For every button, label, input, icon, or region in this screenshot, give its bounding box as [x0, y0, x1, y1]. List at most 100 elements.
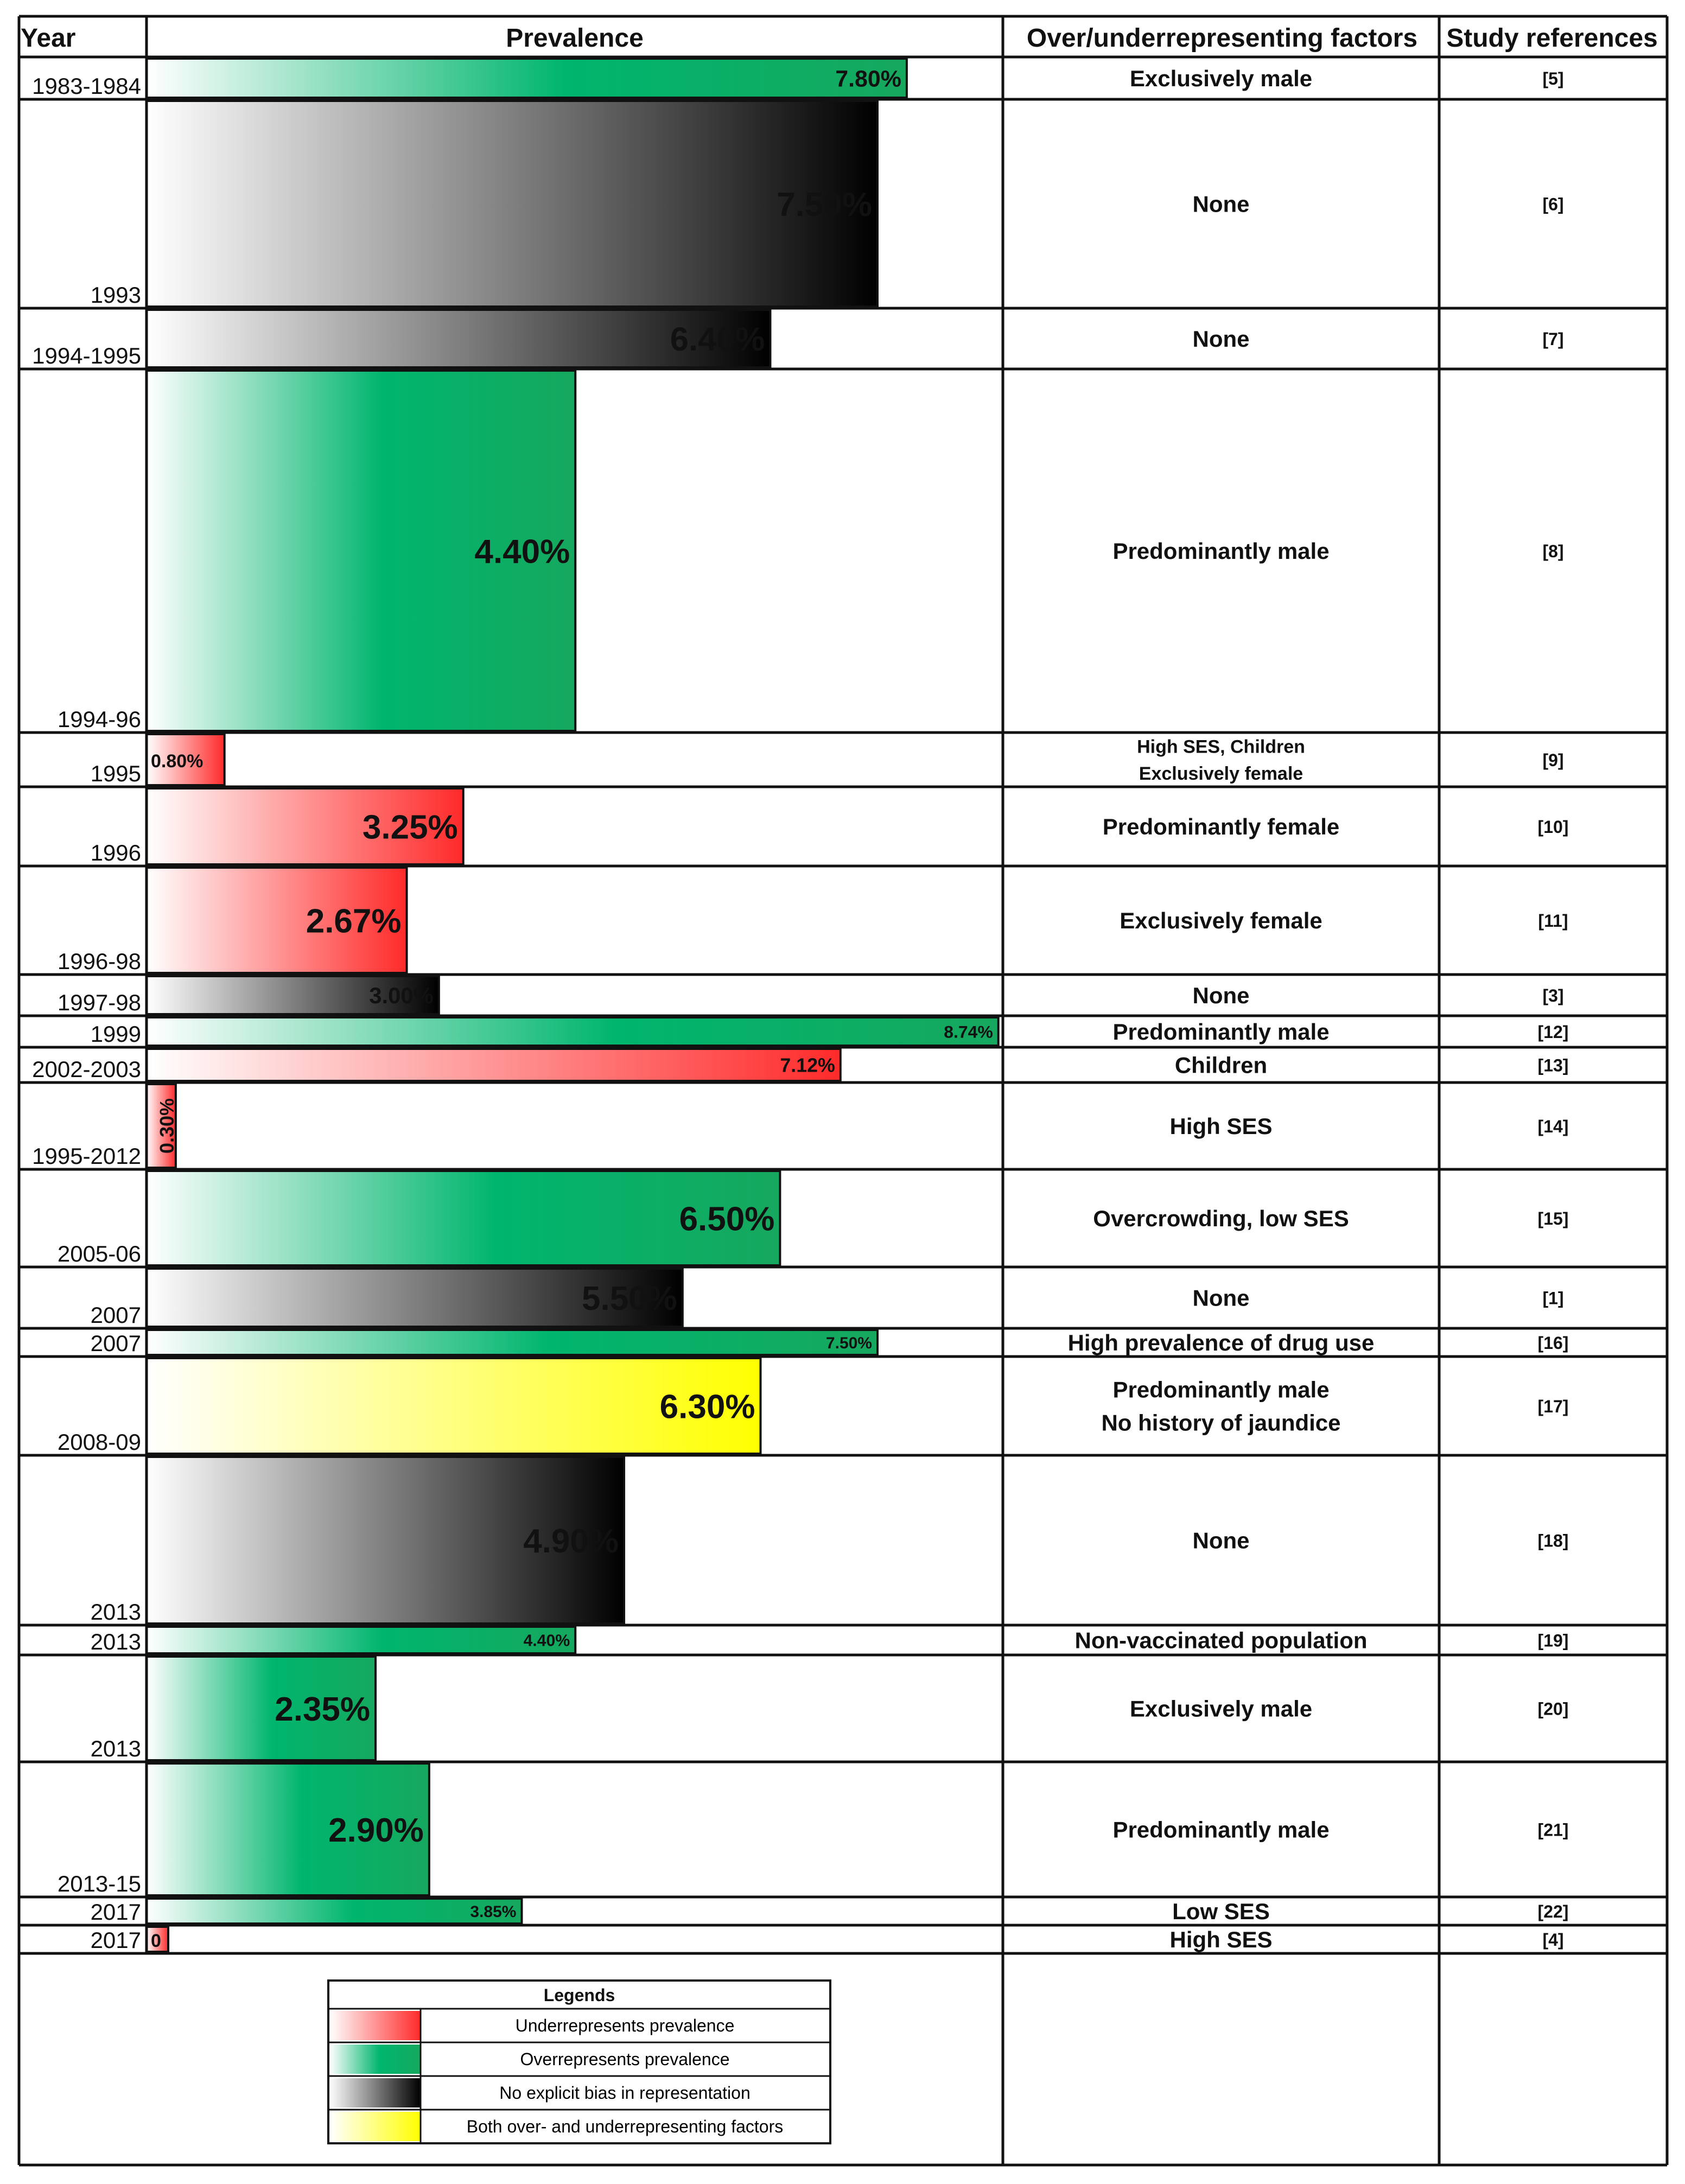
year-label: 2007	[91, 1330, 141, 1356]
study-reference: [9]	[1542, 750, 1563, 770]
study-reference: [7]	[1542, 329, 1563, 349]
bar-none	[145, 1456, 626, 1625]
bar-over	[145, 1762, 430, 1896]
bar-none	[145, 100, 879, 308]
factor-text: Children	[1175, 1053, 1267, 1078]
year-label: 1994-96	[58, 706, 141, 732]
study-reference: [21]	[1538, 1820, 1569, 1840]
legend-swatch-both	[329, 2112, 421, 2141]
study-reference: [22]	[1538, 1902, 1569, 1921]
study-reference: [11]	[1538, 911, 1568, 931]
factor-text: Non-vaccinated population	[1074, 1628, 1367, 1653]
year-label: 2017	[91, 1927, 141, 1953]
factor-text: None	[1193, 983, 1250, 1008]
bar-value-label: 6.40%	[670, 321, 765, 358]
factor-text: Exclusively male	[1130, 66, 1312, 91]
study-reference: [5]	[1542, 69, 1563, 88]
year-label: 1996-98	[58, 948, 141, 974]
study-reference: [1]	[1542, 1289, 1563, 1308]
bar-under	[145, 787, 465, 865]
bar-value-label: 2.67%	[306, 902, 402, 940]
study-reference: [16]	[1538, 1333, 1569, 1353]
bar-value-label: 7.50%	[777, 186, 872, 224]
year-label: 1995-2012	[32, 1143, 141, 1169]
factor-text: Overcrowding, low SES	[1093, 1206, 1349, 1231]
bar-under	[145, 1083, 177, 1169]
table-row	[145, 1456, 626, 1625]
table-row	[145, 1898, 523, 1925]
bar-value-label: 5.50%	[582, 1280, 677, 1317]
header-factors: Over/underrepresenting factors	[1027, 24, 1417, 53]
table-row	[145, 370, 577, 732]
factor-text: Low SES	[1172, 1899, 1270, 1924]
legend-swatch-none	[329, 2078, 421, 2107]
bar-value-label: 6.30%	[660, 1388, 755, 1425]
legend-item-label: Both over- and underrepresenting factors	[467, 2117, 783, 2136]
factor-text: No history of jaundice	[1101, 1410, 1340, 1436]
header-year: Year	[21, 24, 75, 53]
year-label: 1999	[91, 1021, 141, 1047]
table-row	[145, 1048, 842, 1082]
table-row	[145, 733, 226, 786]
header-prevalence: Prevalence	[506, 24, 644, 53]
legend-item-label: Underrepresents prevalence	[516, 2016, 735, 2035]
factor-text: Predominantly male	[1112, 1377, 1329, 1403]
table-row	[145, 1626, 577, 1654]
table-row	[145, 787, 465, 865]
year-label: 1995	[91, 761, 141, 786]
bar-under	[145, 867, 408, 974]
factor-text: High SES	[1169, 1927, 1272, 1952]
legend-title: Legends	[544, 1985, 615, 2005]
factor-text: Exclusively female	[1120, 908, 1322, 933]
bar-value-label: 0.30%	[156, 1098, 178, 1154]
bar-over	[145, 1626, 577, 1654]
table-row	[145, 1655, 377, 1761]
grid-lines	[17, 15, 1669, 2167]
factor-text: None	[1193, 1285, 1250, 1311]
bar-over	[145, 1329, 879, 1356]
factor-text: None	[1193, 326, 1250, 352]
study-reference: [6]	[1542, 195, 1563, 214]
study-reference: [18]	[1538, 1531, 1569, 1551]
bar-over	[145, 1655, 377, 1761]
bar-under	[145, 733, 226, 786]
table-row	[145, 1016, 1000, 1047]
year-label: 1996	[91, 840, 141, 865]
table-row	[145, 309, 772, 368]
factor-text: None	[1193, 1528, 1250, 1553]
year-label: 2013	[91, 1736, 141, 1761]
bar-value-label: 2.35%	[275, 1691, 370, 1728]
study-reference: [8]	[1542, 542, 1563, 561]
year-label: 2008-09	[58, 1429, 141, 1455]
study-reference: [12]	[1538, 1022, 1569, 1042]
legend: Legends Underrepresents prevalence Overrep…	[327, 1979, 831, 2144]
year-label: 1997-98	[58, 990, 141, 1015]
bars-layer	[145, 58, 1000, 1953]
bar-value-label: 3.25%	[363, 808, 458, 846]
study-reference: [10]	[1538, 817, 1569, 837]
study-reference: [4]	[1542, 1930, 1563, 1950]
bar-value-label: 0	[151, 1931, 161, 1951]
year-label: 2017	[91, 1899, 141, 1925]
legend-swatch-over	[329, 2045, 421, 2074]
table-row	[145, 1083, 177, 1169]
factor-text: High prevalence of drug use	[1068, 1330, 1375, 1355]
study-reference: [13]	[1538, 1056, 1569, 1075]
table-row	[145, 1762, 430, 1896]
bar-both	[145, 1357, 762, 1455]
bar-value-label: 3.00%	[369, 983, 434, 1008]
factor-text: None	[1193, 192, 1250, 217]
factor-text: Exclusively female	[1139, 763, 1303, 784]
study-reference: [19]	[1538, 1631, 1569, 1651]
study-reference: [15]	[1538, 1209, 1569, 1228]
year-label: 1983-1984	[32, 73, 141, 99]
bar-value-label: 4.40%	[474, 533, 570, 570]
bar-over	[145, 1898, 523, 1925]
bar-value-label: 6.50%	[679, 1200, 775, 1238]
text-layer: Year Prevalence Over/underrepresenting f…	[21, 24, 1658, 1953]
factor-text: Predominantly female	[1103, 814, 1339, 839]
bar-value-label: 3.85%	[470, 1903, 516, 1921]
year-label: 2002-2003	[32, 1056, 141, 1082]
study-reference: [14]	[1538, 1117, 1569, 1136]
